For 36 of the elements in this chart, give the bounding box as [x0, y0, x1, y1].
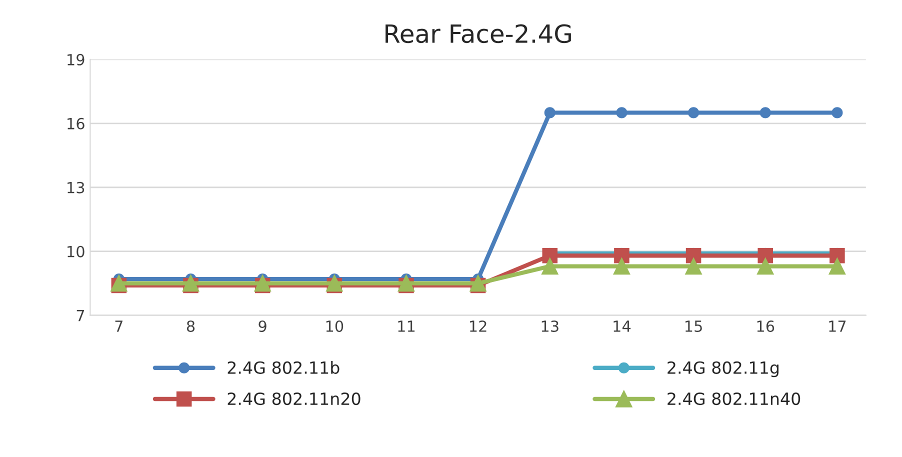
point [830, 248, 845, 264]
point [760, 107, 771, 118]
x-tick-label: 10 [326, 320, 344, 332]
y-tick-label: 7 [76, 310, 84, 322]
x-tick-label: 12 [470, 320, 486, 332]
x-tick-label: 9 [258, 320, 266, 332]
point [542, 258, 558, 275]
point [544, 107, 556, 118]
point [832, 107, 843, 118]
point [688, 107, 700, 118]
y-tick-label: 10 [68, 246, 84, 258]
x-tick-label: 15 [685, 320, 702, 332]
point [542, 248, 558, 264]
point [616, 107, 628, 118]
point [686, 248, 702, 264]
point [758, 248, 774, 264]
x-tick-label: 8 [186, 320, 195, 332]
legend-label: 2.4G 802.11n20 [228, 392, 360, 406]
point [613, 258, 630, 275]
y-tick-label: 16 [68, 118, 84, 130]
x-tick-label: 16 [757, 320, 774, 332]
x-tick-label: 14 [614, 320, 631, 332]
point [614, 248, 630, 264]
legend-label: 2.4G 802.11g [668, 361, 778, 378]
point [685, 258, 702, 275]
x-tick-label: 7 [115, 320, 122, 332]
point [828, 258, 846, 275]
y-tick-label: 19 [68, 54, 84, 66]
chart-title: Rear Face-2.4G [386, 24, 571, 44]
y-tick-label: 13 [68, 182, 84, 194]
legend-label: 2.4G 802.11b [228, 361, 340, 374]
legend-label: 2.4G 802.11n40 [668, 392, 800, 406]
x-tick-label: 17 [829, 320, 846, 332]
x-tick-label: 13 [542, 320, 558, 332]
x-tick-label: 11 [398, 320, 415, 332]
point [757, 258, 774, 275]
